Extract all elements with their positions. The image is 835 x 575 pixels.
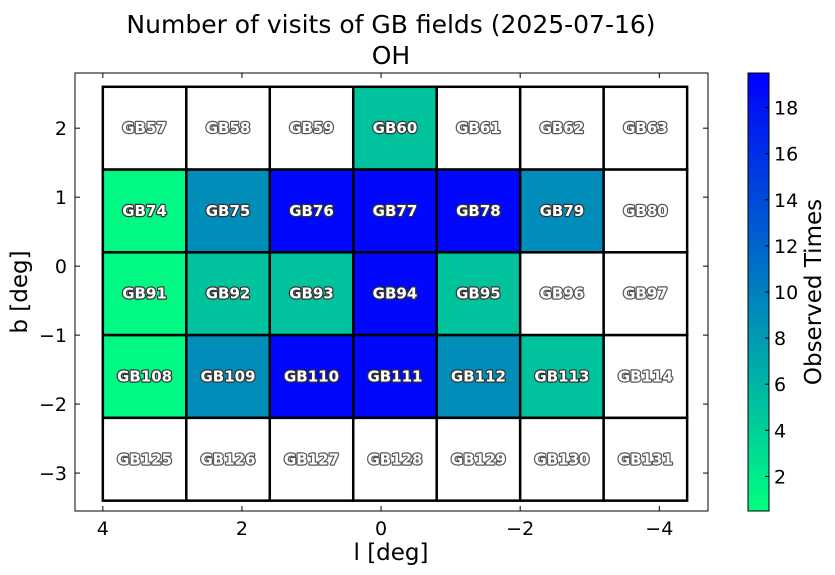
colorbar-tick-label: 16	[774, 144, 798, 166]
field-label-gb125: GB125	[117, 450, 172, 468]
field-cell-gb114	[602, 333, 689, 420]
field-cell-gb129	[435, 416, 522, 502]
y-tick-label: 1	[55, 187, 67, 209]
field-label-gb96: GB96	[540, 285, 585, 303]
chart-subtitle: OH	[372, 41, 410, 70]
field-cell-gb95	[435, 251, 522, 337]
y-tick-label: −1	[39, 325, 67, 347]
field-label-gb77: GB77	[373, 202, 418, 220]
field-cell-gb130	[518, 416, 605, 502]
field-label-gb114: GB114	[618, 367, 673, 385]
field-label-gb92: GB92	[206, 285, 251, 303]
field-cell-gb61	[435, 85, 522, 171]
colorbar-tick-label: 6	[774, 374, 786, 396]
field-label-gb79: GB79	[540, 202, 585, 220]
field-cells: GB57 GB58 GB59 GB60 GB61 GB62 GB63 GB74 GB75 GB76…	[101, 85, 689, 502]
colorbar-tick-label: 14	[774, 190, 798, 212]
colorbar-tick-label: 2	[774, 466, 786, 488]
field-cell-gb92	[185, 251, 272, 337]
field-label-gb128: GB128	[367, 450, 422, 468]
x-tick-label: 2	[236, 518, 248, 540]
colorbar-tick-label: 12	[774, 236, 798, 258]
field-label-gb131: GB131	[618, 450, 673, 468]
field-label-gb60: GB60	[373, 119, 418, 137]
field-label-gb113: GB113	[534, 367, 589, 385]
field-label-gb61: GB61	[456, 119, 501, 137]
field-cell-gb91	[101, 251, 188, 337]
colorbar-tick-label: 18	[774, 98, 798, 120]
y-axis-label: b [deg]	[7, 250, 33, 333]
colorbar: 2 4 6 8 10 12 14 16 18 Observed Times	[747, 72, 827, 512]
field-label-gb93: GB93	[289, 285, 334, 303]
field-cell-gb131	[602, 416, 689, 502]
field-cell-gb75	[185, 168, 272, 254]
field-cell-gb57	[101, 85, 188, 171]
field-label-gb112: GB112	[451, 367, 506, 385]
field-cell-gb79	[518, 168, 605, 254]
field-cell-gb63	[602, 85, 689, 171]
x-axis-ticks: 4 2 0 −2 −4	[97, 73, 673, 540]
field-label-gb75: GB75	[206, 202, 251, 220]
field-label-gb109: GB109	[201, 367, 256, 385]
field-label-gb97: GB97	[623, 285, 668, 303]
field-label-gb94: GB94	[373, 285, 418, 303]
field-label-gb129: GB129	[451, 450, 506, 468]
field-label-gb58: GB58	[206, 119, 251, 137]
x-tick-label: 0	[375, 518, 387, 540]
colorbar-tick-label: 10	[774, 282, 798, 304]
field-cell-gb112	[435, 333, 522, 420]
field-cell-gb126	[185, 416, 272, 502]
field-label-gb108: GB108	[117, 367, 172, 385]
field-label-gb63: GB63	[623, 119, 668, 137]
field-label-gb80: GB80	[623, 202, 668, 220]
field-cell-gb108	[101, 333, 188, 420]
field-cell-gb97	[602, 251, 689, 337]
field-cell-gb96	[518, 251, 605, 337]
y-tick-label: −2	[39, 394, 67, 416]
field-label-gb78: GB78	[456, 202, 501, 220]
plot-area: GB57 GB58 GB59 GB60 GB61 GB62 GB63 GB74 GB75 GB76…	[39, 72, 709, 540]
field-cell-gb94	[351, 251, 438, 337]
field-label-gb57: GB57	[122, 119, 167, 137]
y-tick-label: −3	[39, 463, 67, 485]
y-tick-label: 0	[55, 256, 67, 278]
field-label-gb91: GB91	[122, 285, 167, 303]
colorbar-label: Observed Times	[801, 199, 827, 385]
field-label-gb111: GB111	[367, 367, 422, 385]
field-cell-gb77	[351, 168, 438, 254]
field-label-gb130: GB130	[534, 450, 589, 468]
colorbar-ticks: 2 4 6 8 10 12 14 16 18	[765, 98, 798, 488]
x-tick-label: −4	[645, 518, 673, 540]
colorbar-tick-label: 4	[774, 420, 786, 442]
field-label-gb95: GB95	[456, 285, 501, 303]
y-axis-ticks: 2 1 0 −1 −2 −3	[39, 118, 708, 485]
field-label-gb76: GB76	[289, 202, 334, 220]
colorbar-tick-label: 8	[774, 328, 786, 350]
field-label-gb126: GB126	[201, 450, 256, 468]
field-label-gb62: GB62	[540, 119, 585, 137]
field-label-gb74: GB74	[122, 202, 167, 220]
field-label-gb59: GB59	[289, 119, 334, 137]
y-tick-label: 2	[55, 118, 67, 140]
x-tick-label: 4	[97, 518, 109, 540]
x-tick-label: −2	[506, 518, 534, 540]
chart-title: Number of visits of GB fields (2025-07-1…	[126, 10, 655, 39]
field-label-gb110: GB110	[284, 367, 339, 385]
field-label-gb127: GB127	[284, 450, 339, 468]
x-axis-label: l [deg]	[354, 540, 429, 566]
